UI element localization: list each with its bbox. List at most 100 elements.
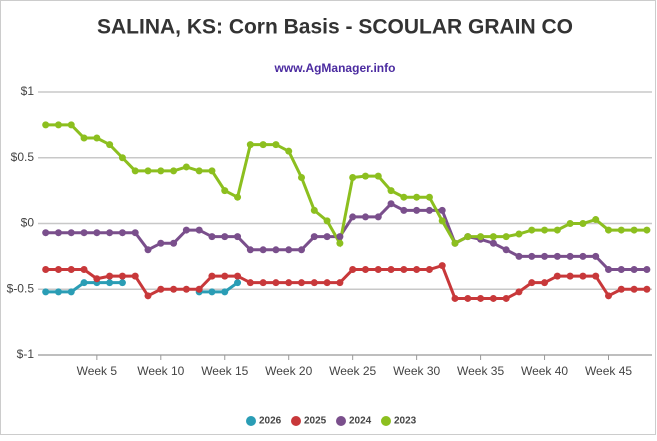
point [195,167,203,175]
point [336,239,344,247]
point [67,229,75,237]
point [541,226,549,234]
point [413,266,421,274]
point [182,163,190,171]
chart-subtitle: www.AgManager.info [274,61,396,75]
point [208,167,216,175]
point [234,279,242,287]
point [374,213,382,221]
point [515,230,523,238]
x-tick-label: Week 40 [521,364,568,378]
point [182,226,190,234]
point [502,233,510,241]
point [67,121,75,129]
point [131,272,139,280]
point [566,220,574,227]
point [234,193,242,201]
point [93,134,101,142]
point [477,233,485,241]
point [528,226,536,234]
point [336,279,344,287]
x-tick-label: Week 20 [265,364,312,378]
point [272,279,280,287]
point [566,252,574,260]
point [54,229,62,237]
point [323,233,331,241]
point [259,279,267,287]
point [438,262,446,270]
point [630,266,638,274]
point [617,266,625,274]
y-tick-label: $-0.5 [7,281,35,295]
point [361,213,369,221]
point [80,229,88,237]
legend-marker [381,416,391,426]
y-tick-label: $0.5 [11,150,35,164]
point [234,272,242,280]
point [118,279,126,287]
point [349,173,357,181]
point [208,233,216,241]
point [349,266,357,274]
point [553,226,561,234]
point [579,272,587,280]
point [221,288,229,296]
point [298,173,306,181]
point [451,239,459,247]
point [246,246,254,254]
legend-label: 2024 [349,416,372,427]
point [502,294,510,302]
point [489,233,497,241]
x-tick-label: Week 5 [77,364,118,378]
point [221,233,229,241]
x-tick-label: Week 30 [393,364,440,378]
point [489,239,497,247]
point [259,246,267,254]
point [285,147,293,155]
point [80,266,88,274]
point [413,193,421,201]
legend-label: 2023 [394,416,417,427]
point [54,288,62,296]
point [170,239,178,247]
point [246,141,254,149]
point [643,285,651,293]
point [361,266,369,274]
point [336,233,344,241]
point [42,266,50,274]
point [553,252,561,260]
point [259,141,267,149]
point [374,172,382,180]
point [285,246,293,254]
y-tick-label: $1 [21,84,35,98]
legend-label: 2026 [259,416,282,427]
point [144,292,152,300]
point [528,252,536,260]
point [298,279,306,287]
point [323,217,331,225]
point [553,272,561,280]
y-tick-label: $-1 [17,347,35,361]
point [106,279,114,287]
point [413,206,421,214]
point [131,229,139,237]
x-tick-label: Week 45 [585,364,632,378]
point [144,246,152,254]
point [208,272,216,280]
point [387,200,395,208]
point [579,220,587,227]
legend-label: 2025 [304,416,327,427]
point [374,266,382,274]
point [208,288,216,296]
legend-marker [246,416,256,426]
point [93,275,101,283]
point [541,279,549,287]
point [42,229,50,237]
point [298,246,306,254]
point [195,226,203,234]
point [515,252,523,260]
point [425,266,433,274]
point [118,272,126,280]
point [361,172,369,180]
point [323,279,331,287]
